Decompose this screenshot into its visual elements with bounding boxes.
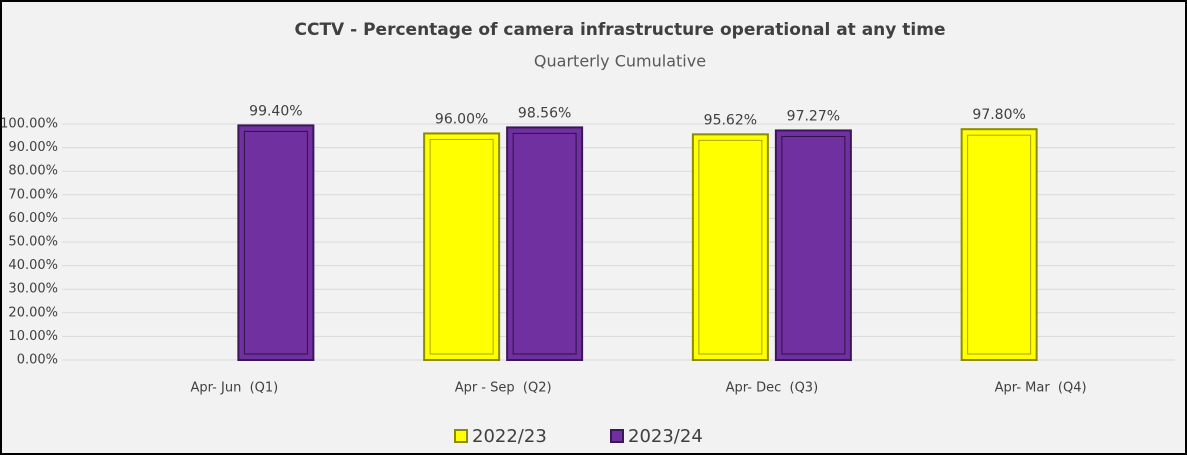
- bar-bevel: [243, 130, 308, 355]
- data-label: 96.00%: [435, 111, 488, 127]
- legend-swatch: [610, 429, 624, 443]
- x-tick-label: Apr- Jun (Q1): [191, 381, 279, 396]
- y-tick-label: 70.00%: [8, 187, 58, 202]
- x-tick-label: Apr- Mar (Q4): [995, 381, 1087, 396]
- bar: [237, 124, 315, 361]
- bar-bevel: [967, 134, 1032, 355]
- legend-swatch: [454, 429, 468, 443]
- y-tick-label: 30.00%: [8, 282, 58, 297]
- y-tick-label: 90.00%: [8, 140, 58, 155]
- bar-bevel: [698, 139, 763, 355]
- y-tick-label: 60.00%: [8, 211, 58, 226]
- bar: [960, 128, 1038, 361]
- x-tick-label: Apr- Dec (Q3): [726, 381, 819, 396]
- y-tick-label: 50.00%: [8, 235, 58, 250]
- bar-bevel: [512, 132, 577, 355]
- bar: [506, 126, 584, 361]
- legend-label: 2022/23: [472, 426, 547, 447]
- y-tick-label: 100.00%: [0, 117, 58, 132]
- y-tick-label: 40.00%: [8, 258, 58, 273]
- bar: [774, 129, 852, 361]
- bar-bevel: [429, 138, 494, 355]
- bar-bevel: [781, 135, 846, 355]
- y-tick-label: 10.00%: [8, 329, 58, 344]
- y-tick-label: 20.00%: [8, 305, 58, 320]
- data-label: 97.80%: [972, 107, 1025, 123]
- y-tick-label: 0.00%: [17, 353, 58, 368]
- legend-label: 2023/24: [628, 426, 703, 447]
- chart-subtitle: Quarterly Cumulative: [534, 52, 706, 71]
- chart-title: CCTV - Percentage of camera infrastructu…: [295, 20, 946, 40]
- x-tick-label: Apr - Sep (Q2): [455, 381, 552, 396]
- data-label: 97.27%: [787, 108, 840, 124]
- data-label: 98.56%: [518, 105, 571, 121]
- data-label: 95.62%: [704, 112, 757, 128]
- bar: [423, 132, 501, 361]
- y-tick-label: 80.00%: [8, 164, 58, 179]
- data-label: 99.40%: [249, 103, 302, 119]
- bar: [691, 133, 769, 361]
